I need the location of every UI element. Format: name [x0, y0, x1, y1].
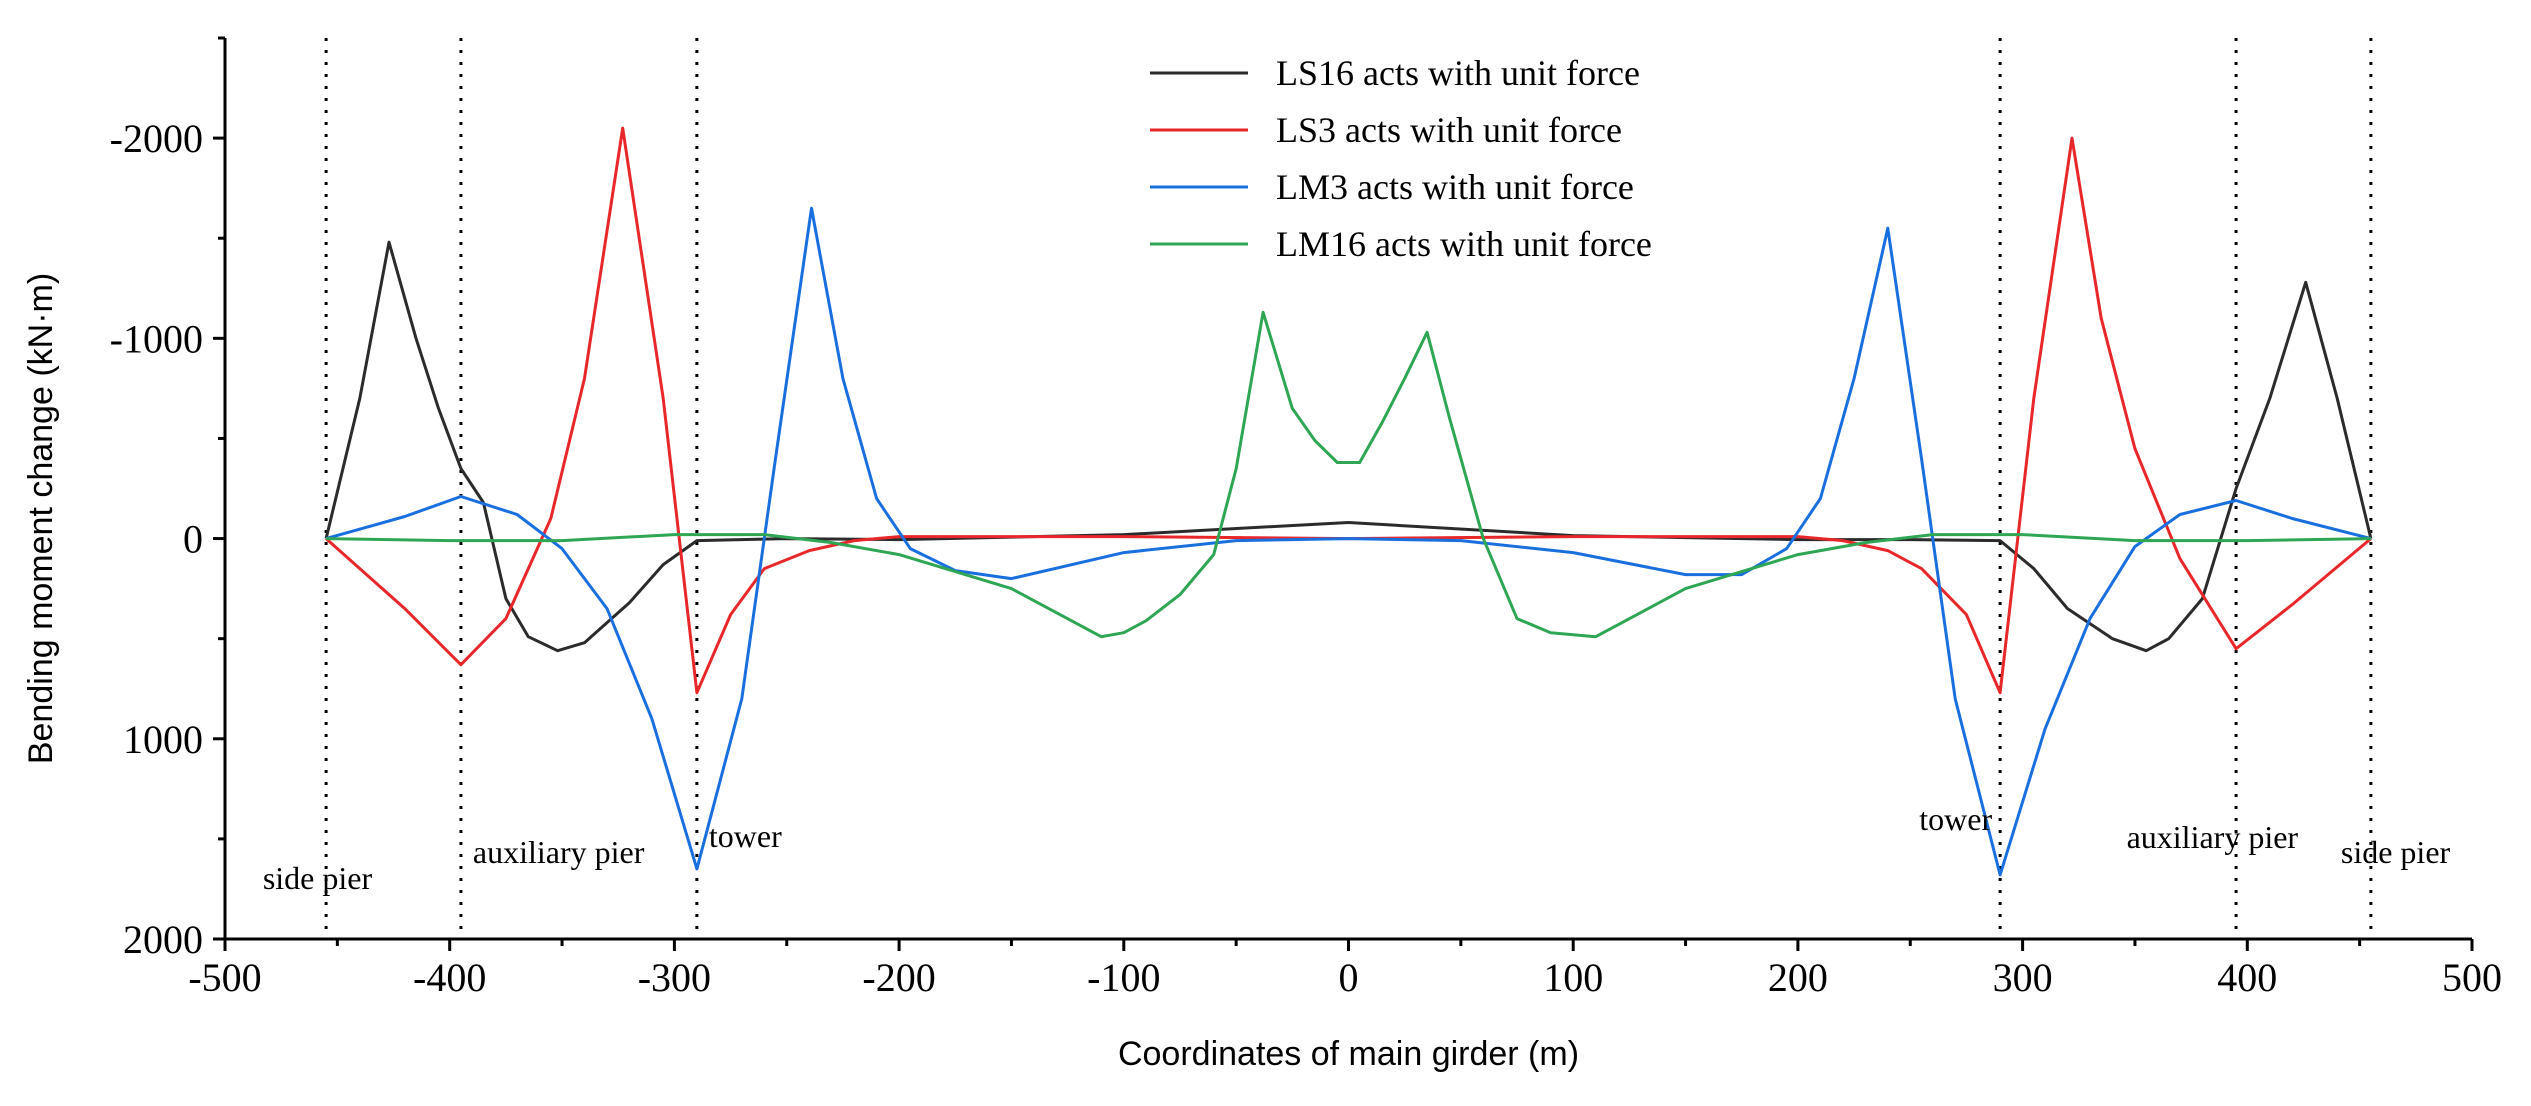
x-tick-label: -200 — [862, 955, 935, 1000]
x-tick-label: 100 — [1543, 955, 1603, 1000]
y-tick-label: 1000 — [123, 717, 203, 762]
x-tick-label: 400 — [2217, 955, 2277, 1000]
x-tick-label: -400 — [413, 955, 486, 1000]
x-tick-label: 300 — [1993, 955, 2053, 1000]
legend-label-2: LM3 acts with unit force — [1276, 167, 1634, 207]
y-axis-title: Bending moment change (kN·m) — [22, 273, 60, 764]
legend: LS16 acts with unit force LS3 acts with u… — [1150, 53, 1652, 264]
legend-label-0: LS16 acts with unit force — [1276, 53, 1640, 93]
y-tick-label: -1000 — [110, 316, 203, 361]
legend-label-3: LM16 acts with unit force — [1276, 224, 1652, 264]
support-annotations: side pier auxiliary pier tower tower auxilia… — [263, 801, 2451, 896]
x-tick-label: -100 — [1087, 955, 1160, 1000]
series-line-0 — [324, 240, 2373, 653]
x-tick-label: -300 — [638, 955, 711, 1000]
series-lines — [324, 126, 2373, 877]
support-label-4: auxiliary pier — [2127, 819, 2299, 855]
series-line-1 — [325, 126, 2372, 695]
support-label-3: tower — [1919, 801, 1992, 837]
x-ticks: -500 -400 -300 -200 -100 0 100 200 300 400 500 — [188, 939, 2502, 1000]
x-axis-title: Coordinates of main girder (m) — [1118, 1035, 1579, 1073]
series-line-2 — [325, 206, 2372, 877]
legend-label-1: LS3 acts with unit force — [1276, 110, 1622, 150]
x-tick-label: 200 — [1768, 955, 1828, 1000]
series-line-3 — [326, 310, 2371, 639]
x-tick-label: 0 — [1339, 955, 1359, 1000]
x-tick-label: -500 — [188, 955, 261, 1000]
x-tick-label: 500 — [2442, 955, 2502, 1000]
y-tick-label: -2000 — [110, 116, 203, 161]
support-label-0: side pier — [263, 860, 373, 896]
y-ticks: -2000 -1000 0 1000 2000 — [110, 36, 225, 962]
support-label-1: auxiliary pier — [473, 834, 645, 870]
support-label-2: tower — [709, 818, 782, 854]
y-tick-label: 0 — [183, 517, 203, 562]
y-tick-label: 2000 — [123, 917, 203, 962]
support-label-5: side pier — [2341, 834, 2451, 870]
